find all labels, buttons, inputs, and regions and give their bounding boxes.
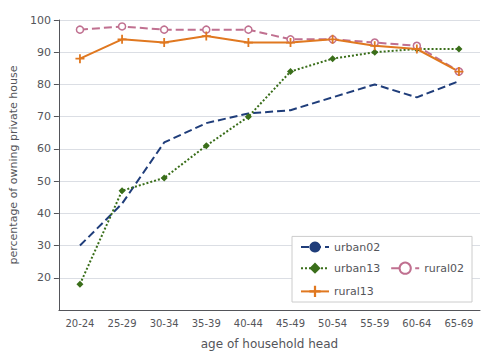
svg-text:percentage of owning private h: percentage of owning private house: [7, 65, 20, 264]
svg-text:45-49: 45-49: [276, 318, 305, 329]
svg-text:40: 40: [37, 207, 51, 220]
svg-text:30-34: 30-34: [150, 318, 179, 329]
svg-text:65-69: 65-69: [444, 318, 473, 329]
svg-text:age of household head: age of household head: [201, 337, 338, 351]
svg-text:40-44: 40-44: [234, 318, 263, 329]
svg-text:55-59: 55-59: [360, 318, 389, 329]
svg-text:rural13: rural13: [334, 285, 374, 298]
svg-text:25-29: 25-29: [108, 318, 137, 329]
svg-text:70: 70: [37, 110, 51, 123]
svg-text:100: 100: [30, 14, 51, 27]
svg-text:30: 30: [37, 239, 51, 252]
svg-text:90: 90: [37, 46, 51, 59]
svg-text:60-64: 60-64: [402, 318, 431, 329]
svg-text:60: 60: [37, 142, 51, 155]
svg-text:urban02: urban02: [334, 241, 380, 254]
svg-text:20: 20: [37, 271, 51, 284]
svg-text:20-24: 20-24: [65, 318, 94, 329]
svg-text:rural02: rural02: [424, 262, 464, 275]
svg-text:50: 50: [37, 175, 51, 188]
svg-text:urban13: urban13: [334, 262, 380, 275]
svg-text:50-54: 50-54: [318, 318, 347, 329]
svg-text:35-39: 35-39: [192, 318, 221, 329]
svg-text:80: 80: [37, 78, 51, 91]
